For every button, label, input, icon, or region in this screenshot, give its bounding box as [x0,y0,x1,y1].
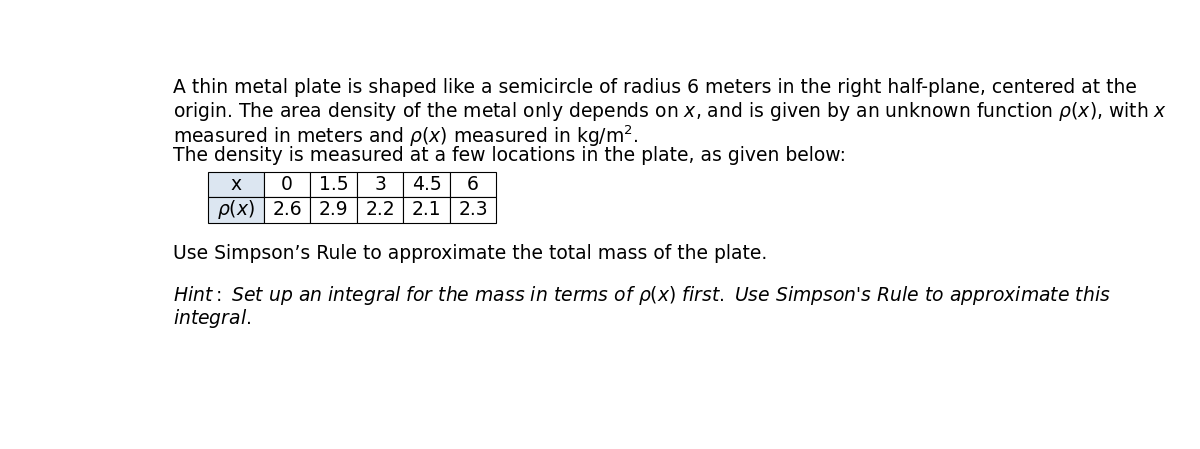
Text: A thin metal plate is shaped like a semicircle of radius 6 meters in the right h: A thin metal plate is shaped like a semi… [173,78,1138,97]
Bar [311,172,356,197]
Text: 4.5: 4.5 [412,175,442,194]
Text: 3: 3 [374,175,386,194]
Bar [264,172,311,197]
Text: 2.2: 2.2 [365,200,395,219]
Bar [208,172,264,197]
Text: 2.1: 2.1 [412,200,442,219]
Bar [403,172,450,197]
Text: 2.3: 2.3 [458,200,488,219]
Text: 2.9: 2.9 [319,200,348,219]
Bar [356,197,403,223]
Text: The density is measured at a few locations in the plate, as given below:: The density is measured at a few locatio… [173,146,846,165]
Bar [264,197,311,223]
Text: origin. The area density of the metal only depends on $x$, and is given by an un: origin. The area density of the metal on… [173,101,1168,123]
Text: 0: 0 [281,175,293,194]
Text: 2.6: 2.6 [272,200,302,219]
Bar [311,197,356,223]
Bar [403,197,450,223]
Text: $\mathit{Hint{:}\ Set\ up\ an\ integral\ for\ the\ mass\ in\ terms\ of\ }$$\rho(: $\mathit{Hint{:}\ Set\ up\ an\ integral\… [173,284,1111,307]
Text: 1.5: 1.5 [319,175,348,194]
Bar [450,197,497,223]
Bar [356,172,403,197]
Text: $\mathit{integral.}$: $\mathit{integral.}$ [173,307,252,330]
Text: measured in meters and $\rho(x)$ measured in kg/m$^2$.: measured in meters and $\rho(x)$ measure… [173,123,638,149]
Bar [450,172,497,197]
Text: Use Simpson’s Rule to approximate the total mass of the plate.: Use Simpson’s Rule to approximate the to… [173,244,768,263]
Text: x: x [230,175,241,194]
Text: $\rho(x)$: $\rho(x)$ [217,198,256,221]
Text: 6: 6 [467,175,479,194]
Bar [208,197,264,223]
